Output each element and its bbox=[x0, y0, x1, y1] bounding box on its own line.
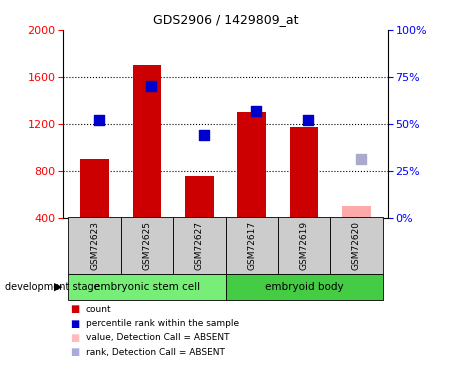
Text: ■: ■ bbox=[70, 333, 79, 343]
Bar bbox=[133, 65, 161, 218]
Point bbox=[357, 156, 364, 162]
Text: rank, Detection Call = ABSENT: rank, Detection Call = ABSENT bbox=[86, 348, 225, 357]
Text: ■: ■ bbox=[70, 304, 79, 314]
Bar bbox=[330, 217, 382, 274]
Bar bbox=[69, 274, 225, 300]
Point bbox=[200, 132, 207, 138]
Text: embryonic stem cell: embryonic stem cell bbox=[94, 282, 200, 292]
Bar bbox=[290, 127, 318, 218]
Text: GSM72619: GSM72619 bbox=[299, 221, 308, 270]
Bar bbox=[173, 217, 226, 274]
Text: GSM72627: GSM72627 bbox=[195, 221, 204, 270]
Text: percentile rank within the sample: percentile rank within the sample bbox=[86, 319, 239, 328]
Bar bbox=[342, 206, 371, 218]
Bar bbox=[69, 217, 121, 274]
Title: GDS2906 / 1429809_at: GDS2906 / 1429809_at bbox=[153, 13, 298, 26]
Bar bbox=[226, 217, 278, 274]
Bar bbox=[237, 112, 266, 218]
Text: ▶: ▶ bbox=[54, 282, 62, 292]
Text: GSM72623: GSM72623 bbox=[90, 221, 99, 270]
Point bbox=[304, 117, 312, 123]
Bar bbox=[185, 177, 214, 218]
Text: value, Detection Call = ABSENT: value, Detection Call = ABSENT bbox=[86, 333, 229, 342]
Text: GSM72625: GSM72625 bbox=[143, 221, 152, 270]
Text: development stage: development stage bbox=[5, 282, 99, 292]
Text: ■: ■ bbox=[70, 319, 79, 328]
Text: GSM72617: GSM72617 bbox=[247, 221, 256, 270]
Bar bbox=[278, 217, 330, 274]
Text: GSM72620: GSM72620 bbox=[352, 221, 361, 270]
Text: embryoid body: embryoid body bbox=[265, 282, 343, 292]
Point bbox=[95, 117, 102, 123]
Text: ■: ■ bbox=[70, 347, 79, 357]
Bar bbox=[121, 217, 173, 274]
Point bbox=[147, 83, 155, 89]
Bar bbox=[226, 274, 382, 300]
Text: count: count bbox=[86, 305, 111, 314]
Point bbox=[252, 108, 259, 114]
Bar bbox=[80, 159, 109, 218]
